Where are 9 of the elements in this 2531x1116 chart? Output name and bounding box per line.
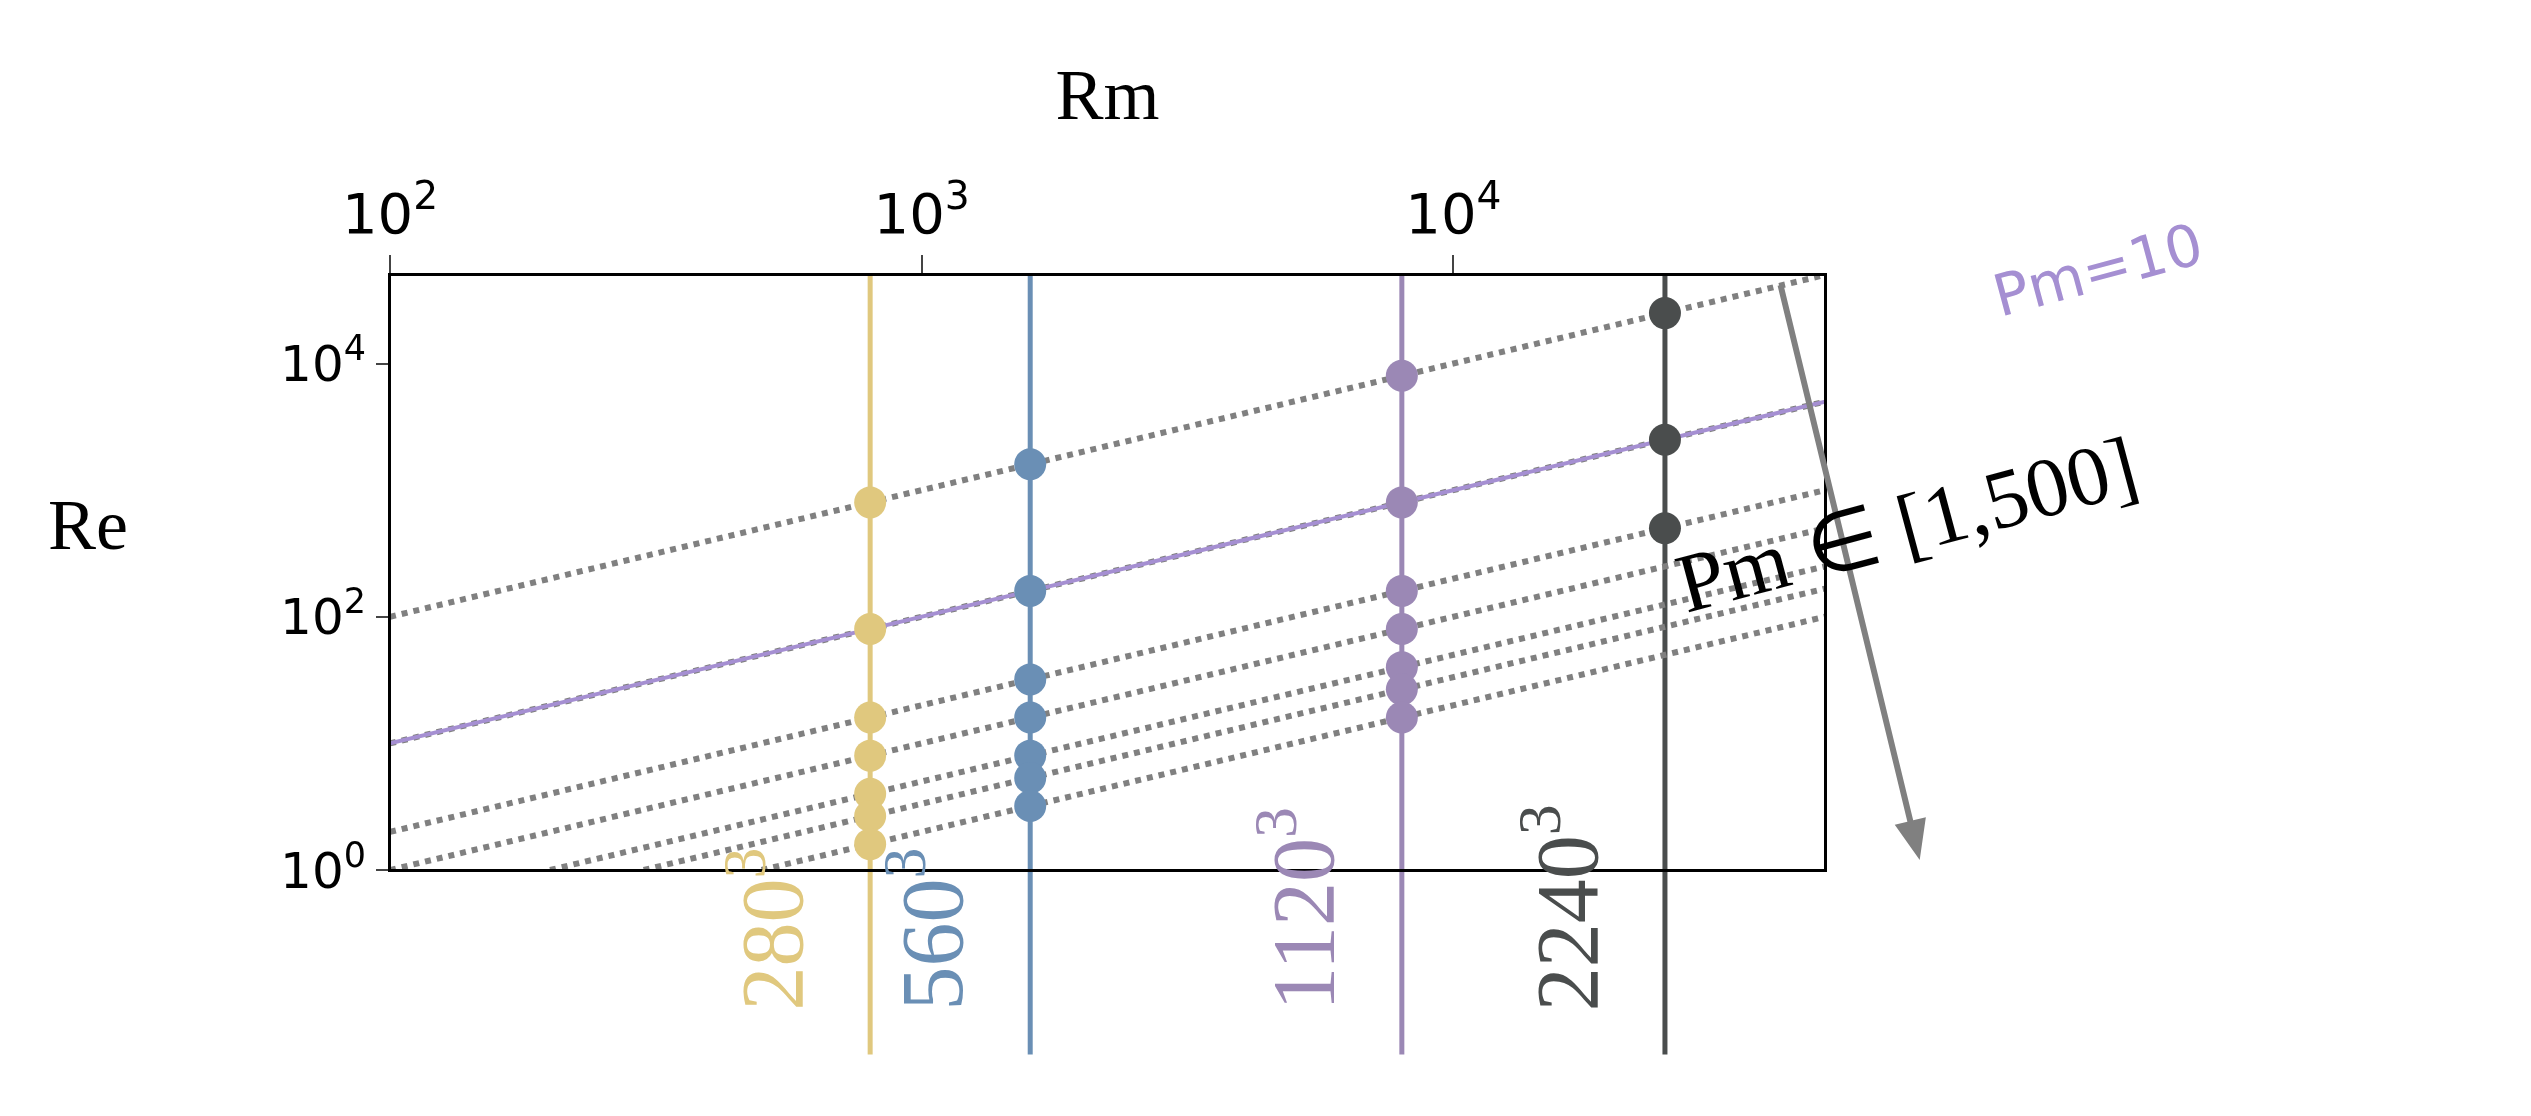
y-tick-label: 10$^{0}$ — [280, 834, 366, 900]
x-tick-label: 10$^{4}$ — [1405, 173, 1502, 246]
y-axis-title: Re — [48, 485, 128, 565]
text: Pm=10 — [1985, 209, 2211, 331]
x-tick-label: 10$^{3}$ — [873, 173, 970, 246]
x-axis-title: Rm — [1055, 54, 1160, 135]
y-tick-label: 10$^{2}$ — [280, 581, 366, 647]
x-tick-label: 10$^{2}$ — [341, 173, 439, 246]
y-tick-label: 10$^{4}$ — [280, 328, 366, 394]
